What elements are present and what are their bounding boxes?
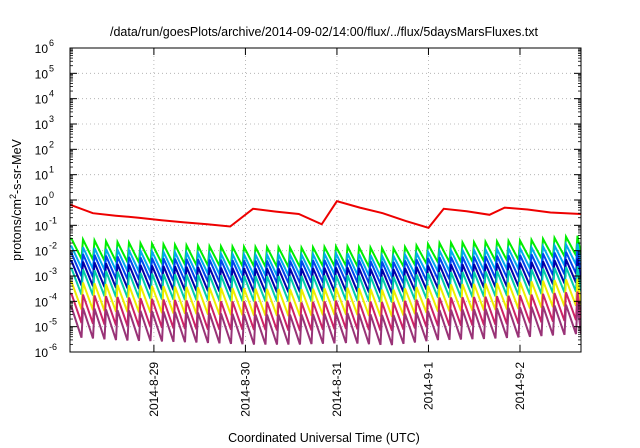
series-line-6 <box>70 266 581 303</box>
y-tick-exponent: -3 <box>49 266 57 276</box>
y-tick-exponent: 0 <box>49 190 54 200</box>
y-tick-exponent: -5 <box>49 317 57 327</box>
series-lines <box>70 200 581 346</box>
y-tick-exponent: -6 <box>49 342 57 352</box>
y-tick-label: 10 <box>35 194 49 208</box>
y-tick-label: 10 <box>35 143 49 157</box>
grid-lines <box>70 48 581 352</box>
chart-title: /data/run/goesPlots/archive/2014-09-02/1… <box>110 25 539 39</box>
y-tick-exponent: -2 <box>49 241 57 251</box>
series-line-8 <box>70 291 581 332</box>
y-tick-label: 10 <box>35 346 49 360</box>
x-tick-label: 2014-9-1 <box>421 362 435 410</box>
y-tick-exponent: 4 <box>49 89 54 99</box>
y-tick-exponent: 1 <box>49 165 54 175</box>
y-tick-label: 10 <box>35 169 49 183</box>
y-axis-label-sup: 2 <box>8 194 18 199</box>
y-tick-exponent: -1 <box>49 215 57 225</box>
series-line-1 <box>70 200 581 229</box>
y-tick-label: 10 <box>35 67 49 81</box>
y-tick-label: 10 <box>35 219 49 233</box>
y-tick-label: 10 <box>35 270 49 284</box>
y-axis-ticks: 10 -610 -510 -410 -310 -210 -110 010 110 210 310 41… <box>35 38 581 360</box>
y-axis-label-rest: -s-sr-MeV <box>10 138 24 194</box>
x-tick-label: 2014-9-2 <box>513 362 527 410</box>
y-axis-label-base: protons/cm <box>10 199 24 261</box>
y-tick-label: 10 <box>35 93 49 107</box>
y-tick-exponent: 5 <box>49 63 54 73</box>
series-line-7 <box>70 278 581 318</box>
y-tick-exponent: 6 <box>49 38 54 48</box>
y-tick-label: 10 <box>35 118 49 132</box>
series-line-2 <box>70 233 581 272</box>
x-tick-label: 2014-8-30 <box>238 362 252 417</box>
y-tick-label: 10 <box>35 321 49 335</box>
series-line-4 <box>70 250 581 285</box>
series-line-3 <box>70 240 581 282</box>
x-tick-label: 2014-8-31 <box>330 362 344 417</box>
y-tick-label: 10 <box>35 42 49 56</box>
series-line-5 <box>70 258 581 294</box>
x-tick-label: 2014-8-29 <box>147 362 161 417</box>
x-axis-label: Coordinated Universal Time (UTC) <box>228 431 420 445</box>
y-tick-exponent: -4 <box>49 291 57 301</box>
y-tick-exponent: 2 <box>49 139 54 149</box>
y-axis-label: protons/cm2-s-sr-MeV <box>8 138 24 260</box>
y-tick-exponent: 3 <box>49 114 54 124</box>
series-line-9 <box>70 303 581 346</box>
x-axis-ticks: 2014-8-29 2014-8-30 2014-8-31 2014-9-1 2014-… <box>147 48 527 417</box>
y-tick-label: 10 <box>35 295 49 309</box>
y-tick-label: 10 <box>35 245 49 259</box>
